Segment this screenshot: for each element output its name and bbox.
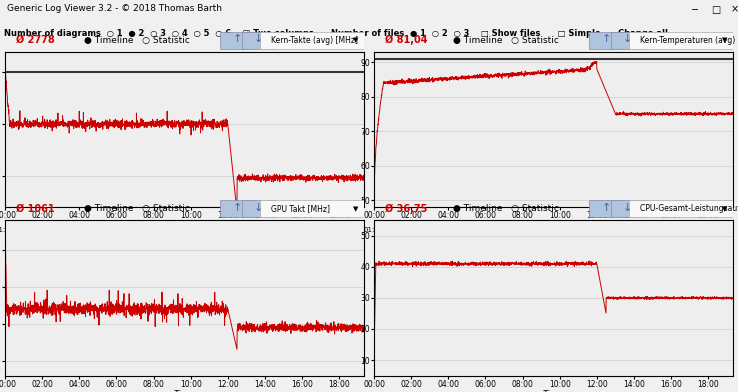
Text: 13:00: 13:00 [218, 227, 238, 233]
Text: 17:00: 17:00 [661, 227, 681, 233]
FancyBboxPatch shape [242, 200, 276, 217]
Text: ↑: ↑ [232, 203, 242, 213]
Text: Kern-Takte (avg) [MHz]: Kern-Takte (avg) [MHz] [271, 36, 358, 45]
FancyBboxPatch shape [611, 200, 645, 217]
X-axis label: Time: Time [543, 221, 564, 230]
Text: ↑: ↑ [232, 34, 242, 44]
Text: ▼: ▼ [722, 206, 728, 212]
FancyBboxPatch shape [629, 200, 737, 217]
Text: 09:00: 09:00 [143, 227, 164, 233]
Text: 15:00: 15:00 [255, 227, 275, 233]
FancyBboxPatch shape [611, 32, 645, 49]
X-axis label: Time: Time [174, 390, 195, 392]
FancyBboxPatch shape [242, 32, 276, 49]
FancyBboxPatch shape [590, 200, 624, 217]
Text: 17:00: 17:00 [292, 227, 312, 233]
Text: GPU Takt [MHz]: GPU Takt [MHz] [271, 204, 330, 213]
Text: Kern-Temperaturen (avg) [°C]: Kern-Temperaturen (avg) [°C] [640, 36, 738, 45]
Text: ↓: ↓ [623, 203, 632, 213]
Text: Ø 81,04: Ø 81,04 [385, 35, 427, 45]
Text: Generic Log Viewer 3.2 - © 2018 Thomas Barth: Generic Log Viewer 3.2 - © 2018 Thomas B… [7, 4, 222, 13]
FancyBboxPatch shape [629, 32, 737, 49]
Text: 03:00: 03:00 [401, 227, 421, 233]
Text: ↓: ↓ [623, 34, 632, 44]
Text: 11:00: 11:00 [181, 227, 201, 233]
Text: 19:00: 19:00 [329, 227, 349, 233]
FancyBboxPatch shape [260, 32, 368, 49]
Text: ▼: ▼ [722, 37, 728, 43]
Text: ─: ─ [691, 5, 697, 15]
Text: 05:00: 05:00 [69, 227, 89, 233]
Text: ● Timeline   ○ Statistic: ● Timeline ○ Statistic [453, 36, 559, 45]
Text: □: □ [711, 5, 720, 15]
X-axis label: Time: Time [174, 221, 195, 230]
Text: ↓: ↓ [254, 34, 263, 44]
Text: 01:00: 01:00 [364, 227, 384, 233]
Text: ×: × [730, 5, 738, 15]
Text: Number of diagrams  ○ 1  ● 2  ○ 3  ○ 4  ○ 5  ○ 6    ☑ Two columns      Number of: Number of diagrams ○ 1 ● 2 ○ 3 ○ 4 ○ 5 ○… [4, 29, 668, 38]
Text: ▼: ▼ [353, 206, 359, 212]
Text: 09:00: 09:00 [512, 227, 533, 233]
Text: Ø 36,75: Ø 36,75 [385, 203, 427, 214]
Text: ● Timeline   ○ Statistic: ● Timeline ○ Statistic [84, 36, 190, 45]
Text: Ø 1061: Ø 1061 [16, 204, 55, 214]
Text: ● Timeline   ○ Statistic: ● Timeline ○ Statistic [84, 204, 190, 213]
Text: ↓: ↓ [254, 203, 263, 213]
Text: 01:00: 01:00 [0, 227, 15, 233]
X-axis label: Time: Time [543, 390, 564, 392]
Text: ↑: ↑ [601, 34, 611, 44]
Text: ● Timeline   ○ Statistic: ● Timeline ○ Statistic [453, 204, 559, 213]
FancyBboxPatch shape [260, 200, 368, 217]
Text: ▼: ▼ [353, 37, 359, 43]
Text: 19:00: 19:00 [698, 227, 718, 233]
Text: 03:00: 03:00 [32, 227, 52, 233]
Text: ↑: ↑ [601, 203, 611, 213]
Text: 11:00: 11:00 [550, 227, 570, 233]
FancyBboxPatch shape [221, 32, 255, 49]
Text: 13:00: 13:00 [587, 227, 607, 233]
Text: 15:00: 15:00 [624, 227, 644, 233]
FancyBboxPatch shape [221, 200, 255, 217]
FancyBboxPatch shape [590, 32, 624, 49]
Text: Ø 2778: Ø 2778 [16, 35, 55, 45]
Text: 07:00: 07:00 [475, 227, 496, 233]
Text: 05:00: 05:00 [438, 227, 458, 233]
Text: CPU-Gesamt-Leistungsaufnahme [W]: CPU-Gesamt-Leistungsaufnahme [W] [640, 204, 738, 213]
Text: 07:00: 07:00 [106, 227, 127, 233]
